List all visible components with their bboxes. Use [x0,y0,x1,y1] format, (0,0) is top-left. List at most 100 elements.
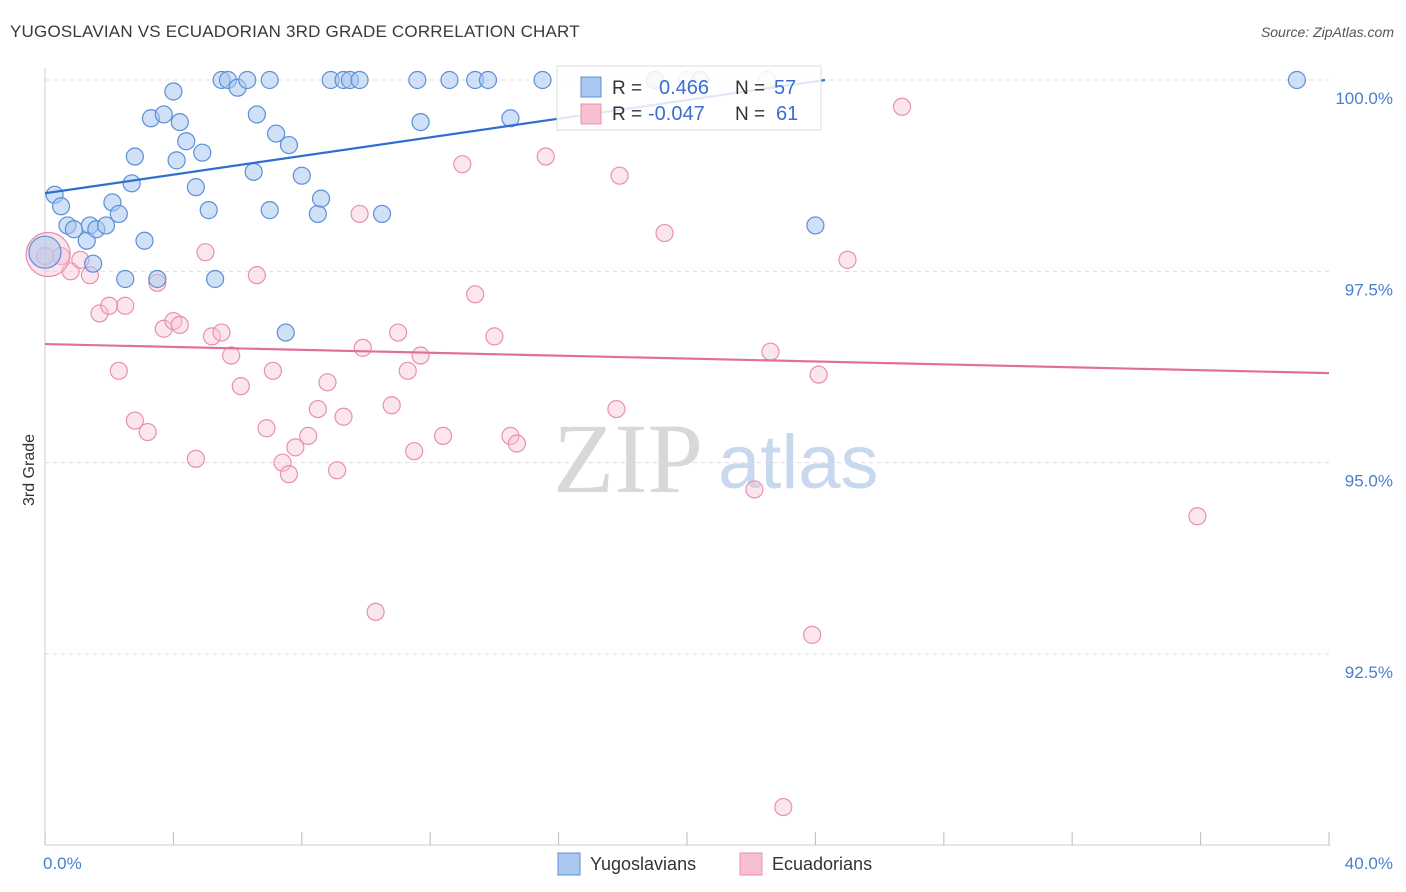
yugoslavians-point-55 [1287,70,1307,90]
ecuadorians-point-30 [328,461,347,480]
yugoslavians-point-21 [177,132,196,151]
yugoslavians-point-32 [260,70,279,90]
ecuadorians-point-22 [257,419,276,438]
yugoslavians-point-29 [238,70,257,90]
ecuadorians-point-58 [892,97,912,116]
ecuadorians-point-16 [196,243,215,262]
ecuadorians-point-18 [212,323,231,342]
ecuadorians-point-46 [536,147,555,166]
ecuadorians-point-9 [125,411,144,430]
y-tick-label-2: 97.5% [1345,280,1393,299]
zipatlas-watermark: ZIP atlas [553,403,879,514]
yugoslavians-point-11 [116,269,135,289]
yugoslavians-point-25 [206,269,225,289]
yugoslavians-point-33 [260,201,279,220]
ecuadorians-point-53 [761,342,780,361]
ecuadorians-point-56 [809,365,828,384]
ecuadorians-point-27 [299,426,318,445]
ecuadorians-point-59 [1188,507,1207,526]
yugoslavians-point-6 [84,254,103,273]
yugoslavians-point-10 [109,204,128,224]
ecuadorians-point-32 [350,204,369,224]
ecuadorians-point-26 [286,438,305,457]
yugoslavians-point-24 [199,201,218,220]
yugoslavians-point-23 [193,143,212,162]
yugoslavians-point-19 [167,151,186,170]
yugoslavians-point-49 [478,70,498,90]
chart-title: YUGOSLAVIAN VS ECUADORIAN 3RD GRADE CORR… [10,22,580,41]
stats-legend-box: R = 0.466 N = 57 R = -0.047 N = 61 [556,65,822,131]
watermark-zip: ZIP [553,403,703,514]
ecuadorians-point-45 [507,434,526,453]
yugoslavians-point-22 [186,178,205,197]
ecuadorians-point-40 [433,426,453,445]
yugoslavians-point-51 [533,70,552,90]
legend-label-ecuadorians: Ecuadorians [772,854,872,874]
ecuadorians-point-5 [90,304,109,323]
ecuadorians-point-6 [100,296,119,315]
yugoslavians-point-18 [164,82,183,101]
ecuadorians-point-25 [279,465,299,484]
ecuadorians-point-57 [838,250,857,269]
yugoslavians-point-31 [247,105,266,124]
yugoslavians-point-38 [308,204,327,224]
yugoslavians-point-16 [148,269,167,289]
ecuadorians-point-20 [231,377,250,396]
stat-n-value-2: 61 [776,103,798,125]
ecuadorians-point-7 [109,361,128,380]
ecuadorians-point-23 [263,361,283,380]
stat-r-value-2: -0.047 [648,103,705,125]
stats-legend-swatch-blue [580,76,602,98]
axes [44,68,1330,846]
stat-n-label-1: N = [735,78,765,99]
stat-r-value-1: 0.466 [659,77,709,99]
legend-swatch-yugoslavians [557,852,581,876]
source-credit: Source: ZipAtlas.com [1260,24,1394,40]
yugoslavians-point-43 [350,70,369,90]
ecuadorians-trend-line [44,342,1330,375]
legend-label-yugoslavians: Yugoslavians [590,854,696,874]
yugoslavians-point-56 [28,235,62,269]
ecuadorians-point-35 [382,396,401,415]
bottom-legend: Yugoslavians Ecuadorians [557,852,872,876]
yugoslavians-point-8 [96,216,116,235]
yugoslavians-point-34 [267,124,286,143]
ecuadorians-point-49 [655,223,674,243]
yugoslavians-point-30 [244,162,263,181]
ecuadorians-point-15 [186,449,205,468]
ecuadorians-point-38 [405,442,424,461]
ecuadorians-point-42 [466,285,485,304]
tick-labels: 92.5% 95.0% 97.5% 100.0% 0.0% 40.0% [43,89,1393,873]
yugoslavians-point-17 [154,105,173,124]
ecuadorians-point-8 [116,296,135,315]
y-tick-label-1: 95.0% [1345,472,1393,491]
ecuadorians-point-19 [222,346,241,365]
yugoslavians-point-37 [292,166,311,185]
ecuadorians-point-39 [411,346,430,365]
yugoslavians-point-36 [279,135,299,155]
ecuadorians-point-36 [389,323,408,342]
x-tick-label-1: 40.0% [1345,854,1393,873]
yugoslavians-point-1 [51,197,71,216]
ecuadorians-point-31 [334,407,353,426]
stat-r-label-1: R = [612,78,642,99]
legend-swatch-ecuadorians [739,852,763,876]
yugoslavians-point-35 [276,323,295,342]
ecuadorians-point-21 [247,266,266,285]
ecuadorians-point-43 [485,327,504,346]
stat-n-label-2: N = [735,104,765,125]
y-tick-label-0: 92.5% [1345,663,1393,682]
yugoslavians-point-44 [372,204,392,224]
ecuadorians-point-54 [774,797,793,817]
ecuadorians-point-24 [273,453,292,472]
yugoslavians-point-12 [122,174,141,193]
y-axis-label: 3rd Grade [21,434,38,506]
yugoslavians-point-46 [411,112,430,132]
stat-n-value-1: 57 [774,77,796,99]
yugoslavians-point-45 [408,70,427,90]
yugoslavians-point-54 [806,216,825,235]
ecuadorians-point-48 [610,166,629,185]
ecuadorians-point-47 [607,399,626,419]
yugoslavians-point-39 [311,189,331,208]
